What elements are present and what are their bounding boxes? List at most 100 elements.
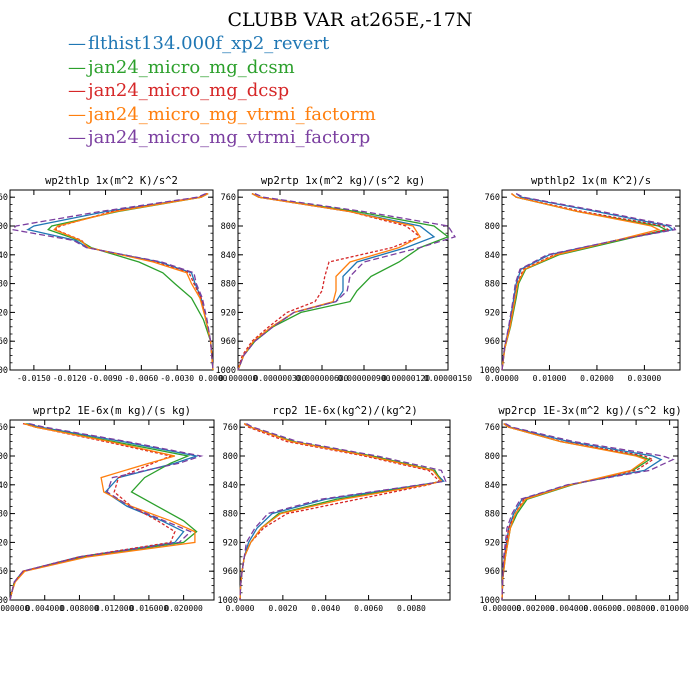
chart-panel: wp2rcp 1E-3x(m^2 kg)/(s^2 kg) 760 800 840 88… (480, 405, 690, 613)
y-tick-label: 840 (485, 481, 500, 491)
legend-entry: — jan24_micro_mg_dcsm (68, 56, 376, 80)
x-tick-label: 0.03000 (628, 374, 662, 383)
x-tick-label: 0.008000 (60, 604, 99, 613)
x-tick-label: 0.008000 (617, 604, 656, 613)
y-tick-label: 1000 (216, 366, 236, 376)
x-tick-label: -0.0060 (124, 374, 158, 383)
y-tick-label: 920 (221, 308, 236, 318)
y-tick-label: 800 (485, 452, 500, 462)
plot-frame (9, 189, 214, 371)
x-tick-label: 0.00000 (485, 374, 519, 383)
panel-title: wprtp2 1E-6x(m kg)/(s kg) (33, 405, 191, 417)
y-tick-label: 800 (221, 222, 236, 232)
y-tick-label: 880 (485, 510, 500, 520)
x-tick-label: 0.004000 (25, 604, 64, 613)
x-tick-label: 0.0080 (397, 604, 426, 613)
y-tick-label: 880 (0, 510, 8, 520)
series-line (237, 193, 422, 371)
x-tick-label: 0.010000 (650, 604, 689, 613)
x-tick-label: -0.0030 (160, 374, 194, 383)
x-tick-label: 0.0000 (226, 604, 255, 613)
series-line (501, 423, 663, 601)
panel-title: wp2rtp 1x(m^2 kg)/(s^2 kg) (261, 175, 425, 187)
legend-entry: — jan24_micro_mg_vtrmi_factorm (68, 103, 376, 127)
panel-title: wpthlp2 1x(m K^2)/s (531, 175, 651, 187)
chart-panel: wp2rtp 1x(m^2 kg)/(s^2 kg) 760 800 840 880 92… (216, 175, 473, 383)
legend-line-icon: — (68, 33, 86, 54)
x-tick-label: 0.006000 (583, 604, 622, 613)
x-tick-label: -0.0120 (53, 374, 87, 383)
y-tick-label: 880 (221, 280, 236, 290)
series-line (501, 193, 661, 371)
series-line (9, 422, 204, 601)
series-line (237, 193, 457, 371)
legend-line-icon: — (68, 56, 86, 78)
y-tick-label: 960 (485, 567, 500, 577)
legend-label: jan24_micro_mg_vtrmi_factorm (88, 103, 376, 125)
legend-label: flthist134.000f_xp2_revert (88, 33, 330, 54)
y-tick-label: 840 (0, 251, 8, 261)
y-tick-label: 760 (0, 423, 8, 433)
series-line (239, 423, 447, 601)
y-tick-label: 1000 (218, 596, 238, 606)
chart-panel: wp2thlp 1x(m^2 K)/s^2 760 800 840 880 920 960 1… (0, 175, 228, 383)
y-tick-label: 960 (0, 337, 8, 347)
chart-panel: wprtp2 1E-6x(m kg)/(s kg) 760 800 840 880 920… (0, 405, 215, 613)
y-tick-label: 920 (0, 538, 8, 548)
series-line (9, 422, 198, 601)
x-tick-label: 0.000000 (483, 604, 522, 613)
series-line (237, 193, 421, 371)
legend-entry: — flthist134.000f_xp2_revert (68, 32, 376, 56)
y-tick-label: 1000 (0, 366, 8, 376)
y-tick-label: 760 (485, 423, 500, 433)
y-tick-label: 1000 (480, 366, 500, 376)
legend: — flthist134.000f_xp2_revert — jan24_micro… (68, 32, 376, 150)
y-tick-label: 760 (223, 423, 238, 433)
x-tick-label: 0.000000 (219, 374, 258, 383)
series-line (501, 423, 648, 601)
y-tick-label: 800 (485, 222, 500, 232)
series-line (47, 193, 214, 371)
panel-title: rcp2 1E-6x(kg^2)/(kg^2) (272, 405, 417, 417)
chart-panel: rcp2 1E-6x(kg^2)/(kg^2) 760 800 840 880 920 96… (218, 405, 451, 613)
legend-label: jan24_micro_mg_vtrmi_factorp (88, 127, 371, 148)
y-tick-label: 840 (485, 251, 500, 261)
series-line (9, 422, 196, 601)
y-tick-label: 760 (0, 193, 8, 203)
y-tick-label: 840 (223, 481, 238, 491)
x-tick-label: 0.000000900 (338, 374, 391, 383)
plot-frame (501, 189, 681, 371)
series-line (501, 423, 651, 601)
plot-frame (501, 419, 679, 601)
y-tick-label: 920 (485, 308, 500, 318)
y-tick-label: 800 (223, 452, 238, 462)
x-tick-label: 0.0060 (354, 604, 383, 613)
plot-frame (237, 189, 449, 371)
legend-line-icon: — (68, 103, 86, 125)
y-tick-label: 800 (0, 222, 8, 232)
series-line (501, 423, 675, 601)
y-tick-label: 1000 (480, 596, 500, 606)
x-tick-label: 0.002000 (516, 604, 555, 613)
y-tick-label: 1000 (0, 596, 8, 606)
y-tick-label: 800 (0, 452, 8, 462)
x-tick-label: 0.004000 (550, 604, 589, 613)
x-tick-label: -0.0150 (17, 374, 51, 383)
y-tick-label: 840 (0, 481, 8, 491)
panel-title: wp2rcp 1E-3x(m^2 kg)/(s^2 kg) (498, 405, 681, 417)
x-tick-label: 0.0040 (311, 604, 340, 613)
x-tick-label: 0.000000 (0, 604, 29, 613)
series-line (237, 193, 450, 371)
x-tick-label: 0.020000 (164, 604, 203, 613)
y-tick-label: 880 (223, 510, 238, 520)
y-tick-label: 880 (485, 280, 500, 290)
x-tick-label: 0.0000 (199, 374, 228, 383)
x-tick-label: 0.00000150 (424, 374, 472, 383)
y-tick-label: 840 (221, 251, 236, 261)
y-tick-label: 960 (485, 337, 500, 347)
figure-title: CLUBB VAR at265E,-17N (227, 9, 473, 31)
y-tick-label: 960 (223, 567, 238, 577)
x-tick-label: 0.00000120 (382, 374, 430, 383)
series-line (53, 193, 214, 371)
